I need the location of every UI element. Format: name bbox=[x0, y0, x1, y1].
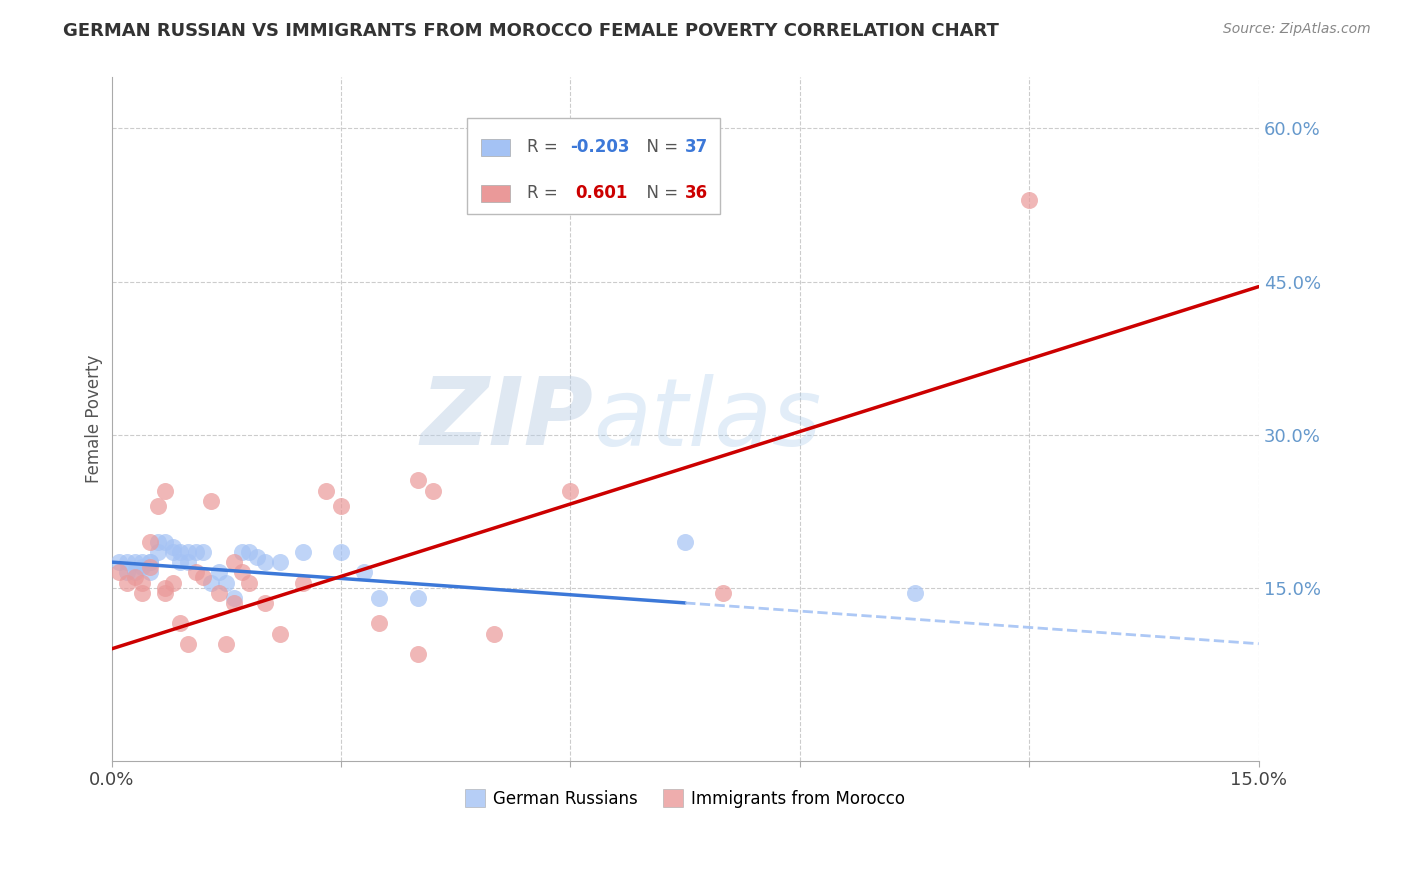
Point bbox=[153, 534, 176, 549]
Point bbox=[124, 570, 146, 584]
Point bbox=[406, 474, 429, 488]
Point bbox=[177, 637, 200, 651]
Point bbox=[146, 534, 169, 549]
Text: atlas: atlas bbox=[593, 374, 821, 465]
Point bbox=[139, 560, 162, 574]
Point bbox=[177, 545, 200, 559]
Point bbox=[1018, 193, 1040, 207]
Point bbox=[246, 549, 269, 564]
Point bbox=[315, 483, 337, 498]
Point bbox=[169, 545, 191, 559]
Text: R =: R = bbox=[527, 184, 568, 202]
Point bbox=[139, 555, 162, 569]
Text: ZIP: ZIP bbox=[420, 373, 593, 466]
Point bbox=[368, 616, 391, 631]
Text: N =: N = bbox=[636, 184, 683, 202]
Point bbox=[139, 534, 162, 549]
Text: 36: 36 bbox=[685, 184, 709, 202]
Point bbox=[482, 626, 505, 640]
Text: -0.203: -0.203 bbox=[571, 138, 630, 156]
Point bbox=[115, 555, 138, 569]
Point bbox=[238, 545, 260, 559]
Point bbox=[903, 585, 925, 599]
Point bbox=[131, 555, 153, 569]
Point bbox=[673, 534, 696, 549]
Point bbox=[169, 616, 191, 631]
Point bbox=[231, 566, 253, 580]
Point bbox=[108, 555, 131, 569]
Point bbox=[124, 555, 146, 569]
Point bbox=[208, 585, 231, 599]
Point bbox=[184, 545, 207, 559]
Point bbox=[169, 555, 191, 569]
Text: 37: 37 bbox=[685, 138, 709, 156]
Point bbox=[139, 555, 162, 569]
Point bbox=[330, 499, 353, 513]
Point bbox=[215, 575, 238, 590]
Point bbox=[208, 566, 231, 580]
Point bbox=[215, 637, 238, 651]
Point bbox=[139, 566, 162, 580]
Point bbox=[131, 575, 153, 590]
Point bbox=[131, 560, 153, 574]
Point bbox=[291, 545, 314, 559]
Point bbox=[184, 566, 207, 580]
Point bbox=[193, 570, 215, 584]
Point bbox=[353, 566, 375, 580]
Text: N =: N = bbox=[636, 138, 683, 156]
Point bbox=[146, 499, 169, 513]
Point bbox=[200, 494, 222, 508]
Point bbox=[200, 575, 222, 590]
Y-axis label: Female Poverty: Female Poverty bbox=[86, 355, 103, 483]
Point bbox=[131, 585, 153, 599]
Text: GERMAN RUSSIAN VS IMMIGRANTS FROM MOROCCO FEMALE POVERTY CORRELATION CHART: GERMAN RUSSIAN VS IMMIGRANTS FROM MOROCC… bbox=[63, 22, 1000, 40]
Point bbox=[162, 540, 184, 554]
Point bbox=[222, 591, 245, 605]
Point bbox=[162, 575, 184, 590]
Point bbox=[108, 566, 131, 580]
Point bbox=[115, 575, 138, 590]
Point bbox=[124, 566, 146, 580]
Point bbox=[231, 545, 253, 559]
FancyBboxPatch shape bbox=[467, 119, 720, 214]
Text: R =: R = bbox=[527, 138, 562, 156]
Point bbox=[162, 545, 184, 559]
Point bbox=[177, 555, 200, 569]
Point bbox=[713, 585, 735, 599]
Point bbox=[153, 483, 176, 498]
Point bbox=[291, 575, 314, 590]
Point bbox=[253, 555, 276, 569]
Point bbox=[560, 483, 582, 498]
Point bbox=[406, 647, 429, 661]
Point bbox=[406, 591, 429, 605]
Text: Source: ZipAtlas.com: Source: ZipAtlas.com bbox=[1223, 22, 1371, 37]
Text: 0.601: 0.601 bbox=[575, 184, 627, 202]
Point bbox=[368, 591, 391, 605]
Point bbox=[146, 545, 169, 559]
Point bbox=[269, 555, 291, 569]
FancyBboxPatch shape bbox=[481, 185, 509, 202]
Point bbox=[193, 545, 215, 559]
Point bbox=[222, 555, 245, 569]
Point bbox=[422, 483, 444, 498]
Point bbox=[115, 566, 138, 580]
Point bbox=[330, 545, 353, 559]
Point bbox=[269, 626, 291, 640]
Legend: German Russians, Immigrants from Morocco: German Russians, Immigrants from Morocco bbox=[458, 783, 912, 814]
Point bbox=[153, 585, 176, 599]
FancyBboxPatch shape bbox=[481, 138, 509, 156]
Point bbox=[253, 596, 276, 610]
Point bbox=[153, 581, 176, 595]
Point bbox=[238, 575, 260, 590]
Point bbox=[222, 596, 245, 610]
